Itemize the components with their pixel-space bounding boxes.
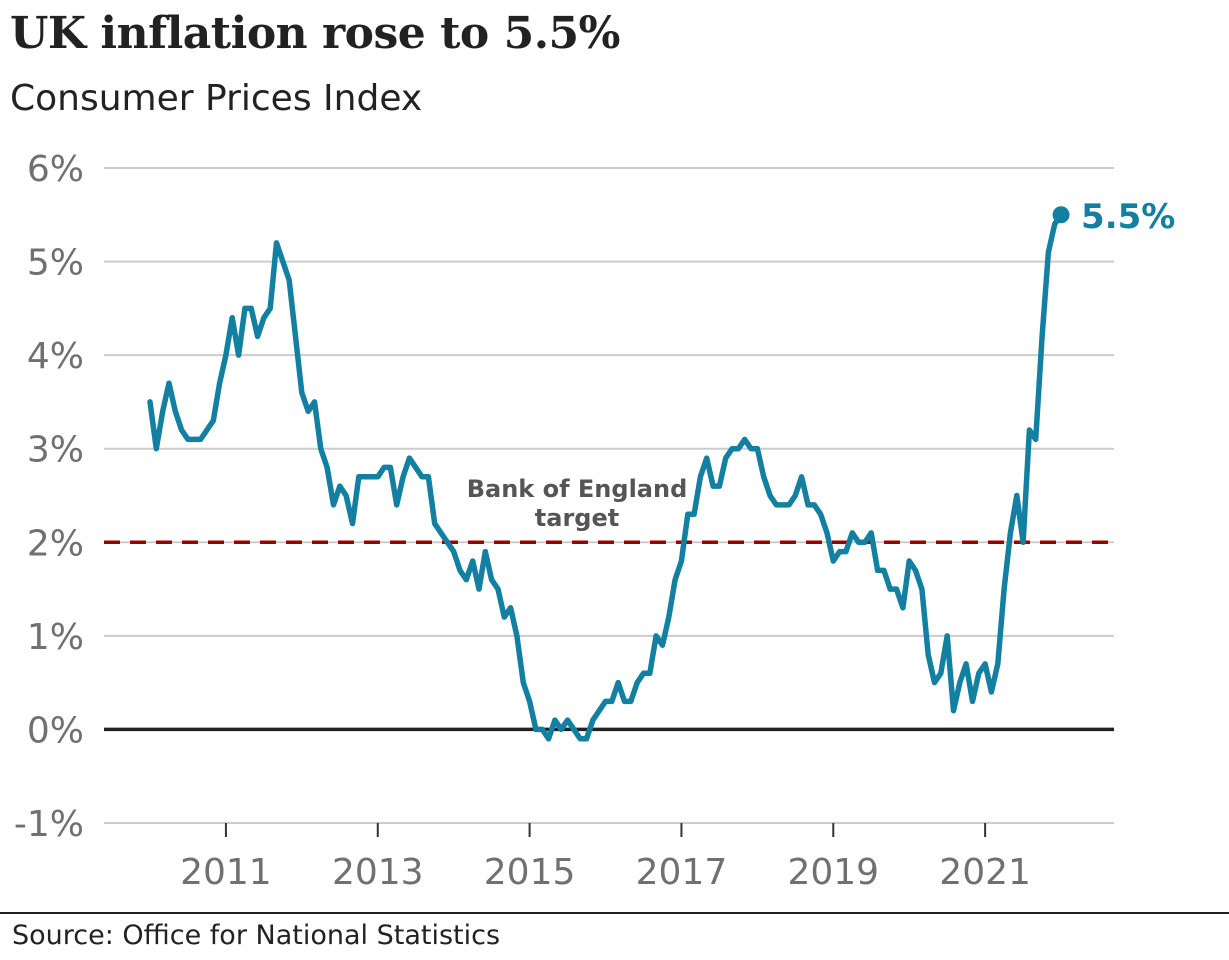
target-reference: Bank of England target	[104, 475, 1114, 545]
x-tick-label: 2011	[180, 852, 272, 893]
chart-title: UK inflation rose to 5.5%	[10, 8, 620, 59]
x-tick-label: 2021	[939, 852, 1031, 893]
x-axis: 2011 2013 2015 2017 2019 2021	[180, 823, 1031, 893]
source-note: Source: Office for National Statistics	[12, 920, 501, 951]
x-tick-label: 2017	[636, 852, 728, 893]
target-label-line: Bank of England	[467, 475, 688, 503]
y-tick-label: 1%	[27, 617, 84, 658]
y-tick-label: 6%	[27, 149, 84, 190]
end-point	[1052, 206, 1070, 224]
target-label: Bank of England target	[467, 475, 688, 532]
line-chart: -1%0%1%2%3%4%5%6% 2011 2013 2015 2017 2019 20…	[14, 149, 1175, 893]
y-tick-label: -1%	[14, 804, 84, 845]
y-axis-labels: -1% 0% 1% 2% 3% 4% 5% 6%	[14, 149, 84, 845]
y-tick-label: 2%	[27, 523, 84, 564]
y-tick-label: 0%	[27, 710, 84, 751]
target-label-line: target	[535, 504, 619, 532]
y-tick-label: 4%	[27, 336, 84, 377]
end-value-label: 5.5%	[1081, 197, 1175, 237]
cpi-series-line	[147, 212, 1064, 742]
x-tick-label: 2019	[787, 852, 879, 893]
y-tick-label: 3%	[27, 430, 84, 471]
chart-subtitle: Consumer Prices Index	[10, 78, 423, 119]
x-tick-label: 2015	[484, 852, 576, 893]
x-tick-label: 2013	[332, 852, 424, 893]
footer-divider	[0, 912, 1229, 914]
series-layer: 5.5%	[147, 197, 1175, 742]
y-tick-label: 5%	[27, 243, 84, 284]
